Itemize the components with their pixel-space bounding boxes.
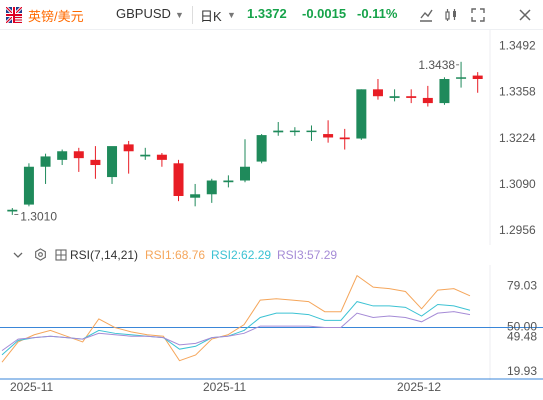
chart-header: 英镑/美元 GBPUSD ▼ 日K ▼ 1.3372 -0.0015 -0.11… [0,0,543,30]
time-axis: 2025-11 2025-11 2025-12 [10,380,441,394]
time-tick-label: 2025-11 [203,380,246,394]
candle-body [372,89,383,97]
header-divider [192,6,193,24]
fullscreen-icon[interactable] [470,7,486,23]
candle-body [107,146,118,178]
candle-body [90,159,101,166]
candle-body [223,180,234,183]
price-tick-label: 1.3090 [499,177,536,191]
price-change: -0.0015 [302,6,347,21]
rsi2-legend: RSI2:62.29 [211,248,272,262]
rsi-tick-label: 19.93 [507,364,537,378]
candle-body [306,130,317,133]
candle-body [256,135,267,162]
indicator-icon[interactable] [444,7,460,23]
rsi2-name: RSI2 [211,248,238,262]
symbol-code[interactable]: GBPUSD [116,6,171,21]
candle-body [173,163,184,196]
high-price-label: 1.3438 [418,58,455,72]
rsi-tick-label: 49.48 [507,329,537,343]
rsi3-value: 57.29 [307,248,338,262]
candle-body [339,137,350,140]
time-tick-label: 2025-11 [10,380,53,394]
candle-body [439,79,450,104]
candle-body [273,130,284,133]
rsi-legend-bar: RSI(7,14,21) RSI1:68.76 RSI2:62.29 RSI3:… [0,245,543,265]
rsi3-name: RSI3 [277,248,304,262]
candle-body [472,75,483,80]
uk-us-flag-icon [6,7,22,23]
candle-body [40,156,51,167]
rsi1-name: RSI1 [145,248,172,262]
price-change-percent: -0.11% [357,6,398,21]
rsi1-legend: RSI1:68.76 [145,248,206,262]
candle-body [156,154,167,160]
settings-icon[interactable] [34,248,47,261]
candle-body [206,180,217,195]
rsi-indicator-label[interactable]: RSI(7,14,21) [70,248,139,262]
period-selector[interactable]: 日K [200,9,222,24]
last-price: 1.3372 [247,6,287,21]
close-icon[interactable] [517,7,533,23]
rsi-series-line [1,274,471,363]
indicator-list-icon[interactable] [55,249,67,261]
candle-body [323,134,334,138]
candle-body [123,144,134,152]
candle-body [422,97,433,104]
low-price-label: 1.3010 [20,209,57,223]
rsi-series-line [1,311,471,352]
price-tick-label: 1.3358 [499,85,536,99]
price-tick-label: 1.3224 [499,131,536,145]
rsi-tick-label: 79.03 [507,279,537,293]
candle-body [406,96,417,98]
rsi-series-line [1,301,471,356]
candle-body [289,130,300,133]
candle-body [389,96,400,98]
rsi1-value: 68.76 [175,248,206,262]
price-tick-label: 1.3492 [499,39,536,53]
collapse-icon[interactable] [12,249,24,261]
candle-body [456,77,467,79]
candle-body [140,154,151,157]
price-tick-label: 1.2956 [499,223,536,237]
candle-body [57,151,68,160]
candle-body [240,166,250,181]
candlestick-chart[interactable]: 1.3492 1.3358 1.3224 1.3090 1.2956 1.3438 1.30… [0,30,543,245]
candle-body [7,209,18,212]
period-dropdown-icon[interactable]: ▼ [227,10,236,20]
rsi3-legend: RSI3:57.29 [277,248,338,262]
line-draw-icon[interactable] [418,7,434,23]
time-tick-label: 2025-12 [397,380,441,394]
candle-body [356,89,367,139]
symbol-dropdown-icon[interactable]: ▼ [175,10,184,20]
candle-body [190,194,201,198]
symbol-name[interactable]: 英镑/美元 [28,9,84,24]
candle-body [23,166,34,205]
candle-body [73,151,84,159]
rsi2-value: 62.29 [241,248,272,262]
rsi-tick-label: 50.00 [507,320,537,334]
